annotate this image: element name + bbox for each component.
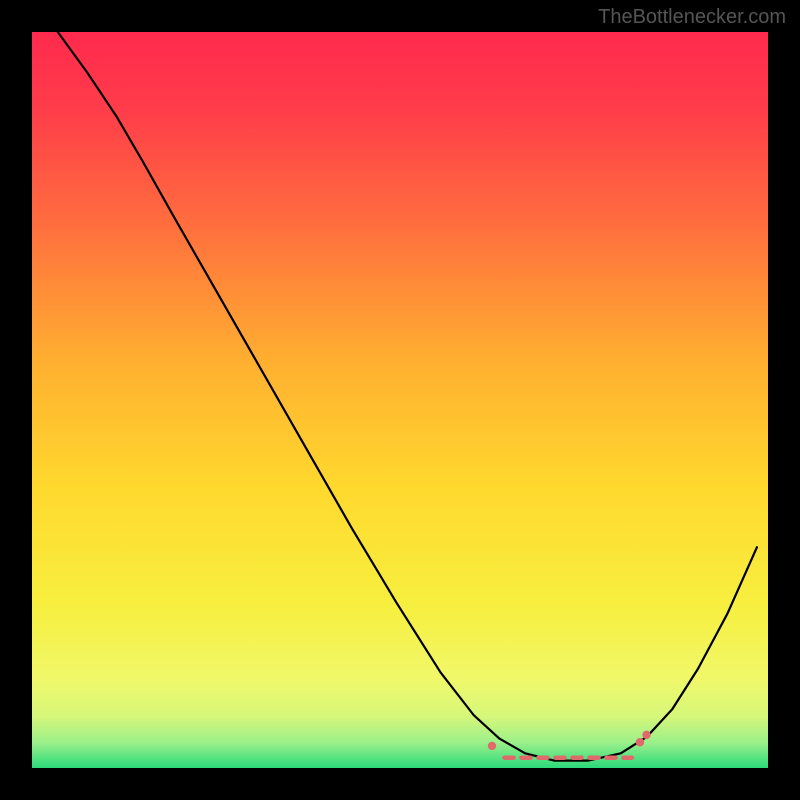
gradient-background [32,32,768,768]
marker-dot [642,731,650,739]
marker-dot [488,742,496,750]
chart-container: TheBottlenecker.com [0,0,800,800]
bottleneck-chart [32,32,768,768]
marker-dot [636,738,644,746]
watermark-text: TheBottlenecker.com [598,6,786,29]
